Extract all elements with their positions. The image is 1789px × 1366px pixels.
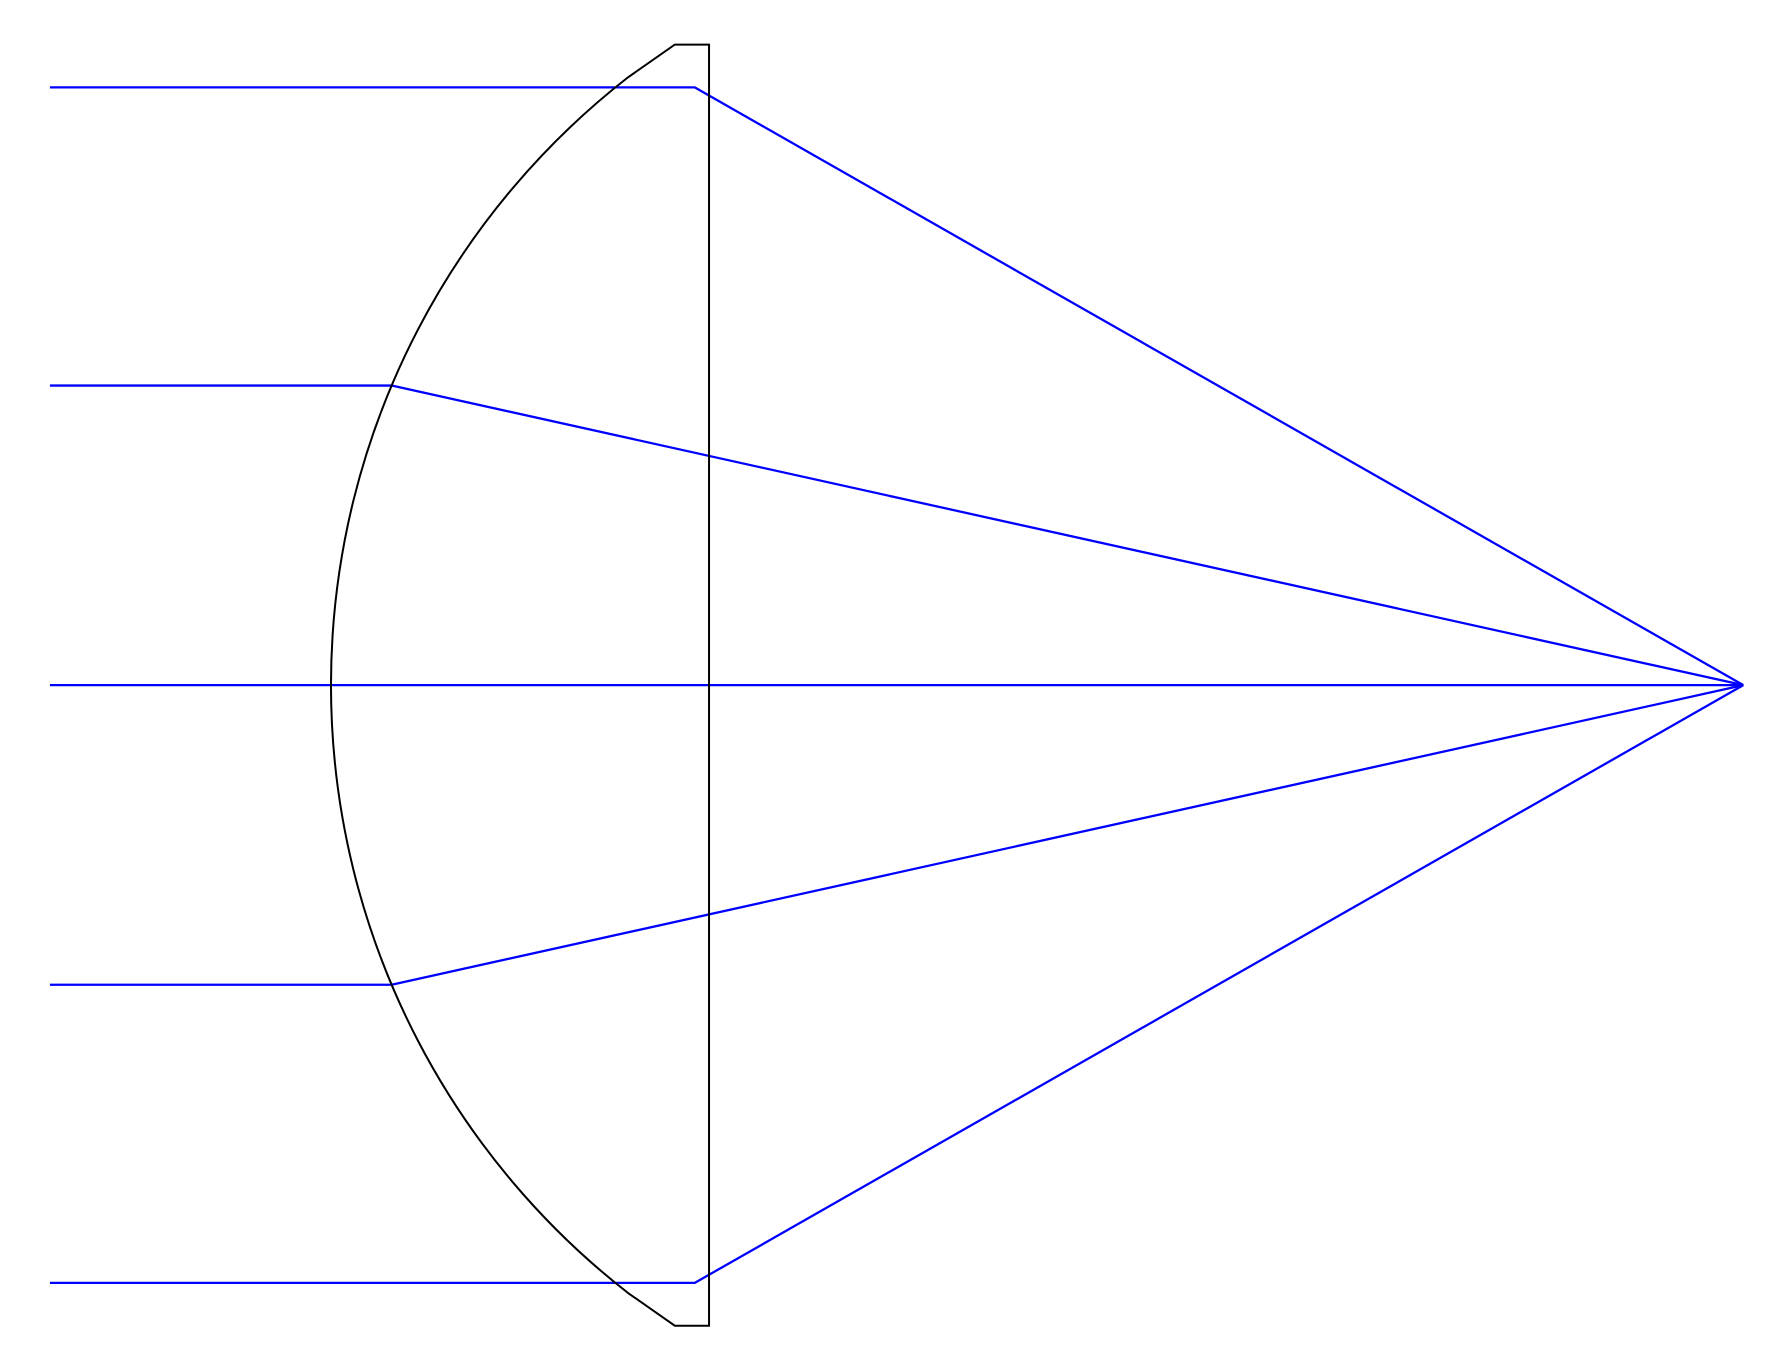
ray-3 bbox=[50, 685, 1743, 985]
optical-ray-diagram bbox=[0, 0, 1789, 1366]
rays bbox=[50, 87, 1743, 1283]
ray-1 bbox=[50, 386, 1743, 686]
